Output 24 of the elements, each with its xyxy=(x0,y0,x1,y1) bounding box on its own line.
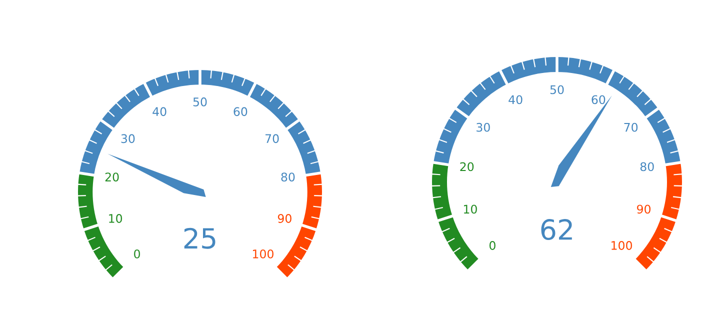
text: 10 xyxy=(464,204,477,214)
text: 30 xyxy=(121,134,135,144)
text: 25 xyxy=(184,228,216,249)
text: 20 xyxy=(105,172,119,182)
text: 80 xyxy=(640,162,654,172)
text: 90 xyxy=(278,214,292,223)
text: 60 xyxy=(592,95,606,104)
text: 30 xyxy=(476,122,490,132)
text: 62 xyxy=(541,219,572,240)
text: 100 xyxy=(253,249,274,258)
text: 60 xyxy=(234,107,248,116)
text: 0 xyxy=(490,241,496,250)
text: 70 xyxy=(624,122,638,132)
text: 10 xyxy=(109,214,122,223)
text: 70 xyxy=(266,134,279,144)
text: 50 xyxy=(550,85,564,94)
text: 90 xyxy=(637,204,651,214)
text: 0 xyxy=(134,249,140,258)
text: 100 xyxy=(612,241,632,250)
text: 40 xyxy=(152,107,166,116)
text: 40 xyxy=(508,95,522,104)
text: 50 xyxy=(193,97,207,106)
text: 80 xyxy=(281,172,295,182)
text: 20 xyxy=(460,162,474,172)
